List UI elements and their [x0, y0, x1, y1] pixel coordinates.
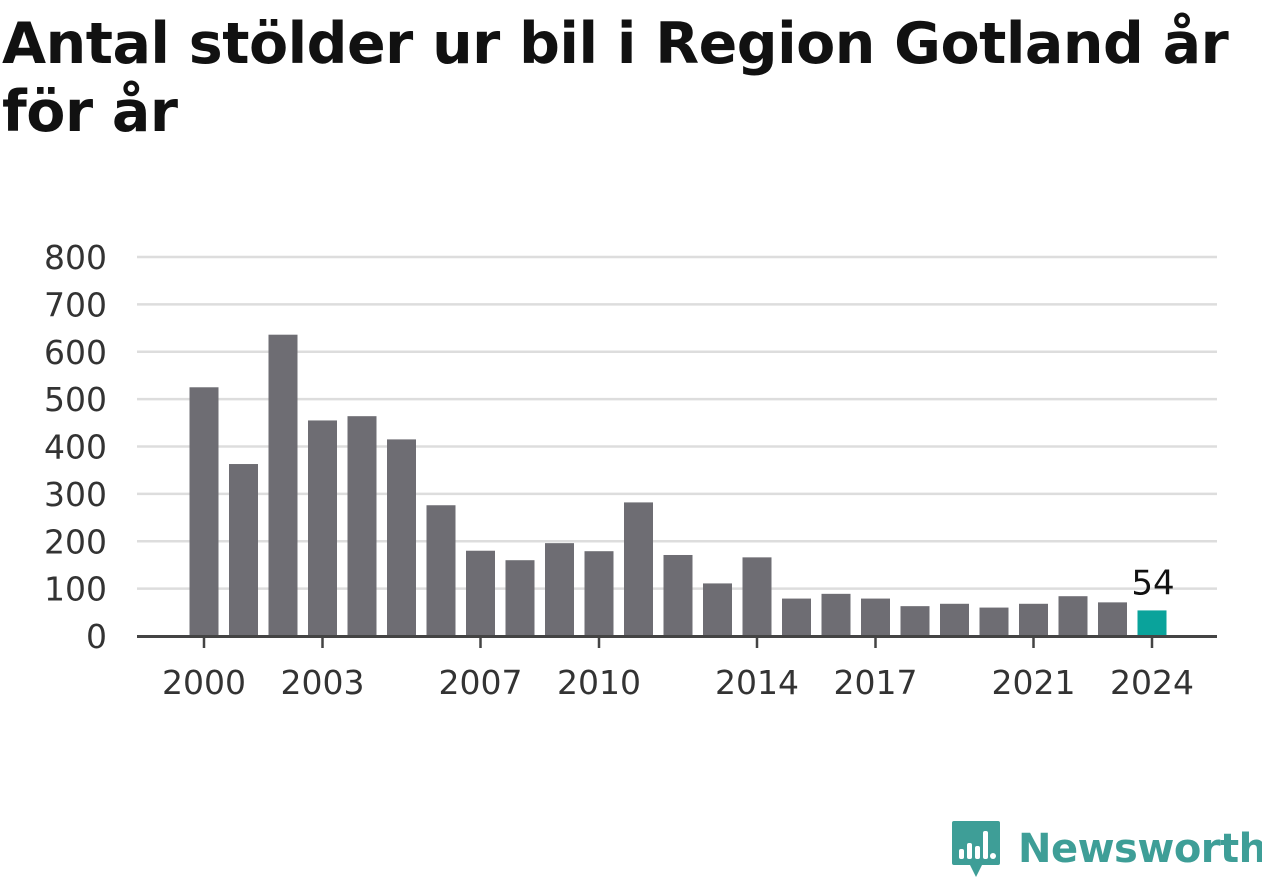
bar-2023	[1098, 602, 1127, 636]
y-tick-label-500: 500	[44, 380, 107, 419]
x-axis-ticks: 2000 2003 2007 2010 2014 2017 2021 2024	[162, 636, 1194, 702]
bar-2012	[663, 554, 693, 636]
y-tick-label-400: 400	[44, 428, 107, 467]
bar-2014	[742, 557, 772, 636]
x-tick-label-2017: 2017	[834, 663, 918, 702]
bar-2000	[189, 387, 219, 636]
y-tick-label-200: 200	[44, 522, 107, 561]
bar-2024	[1137, 610, 1167, 636]
bar-2011	[624, 502, 653, 636]
data-label-2024: 54	[1131, 563, 1174, 603]
bar-2022	[1058, 596, 1088, 636]
x-tick-label-2014: 2014	[715, 663, 799, 702]
newsworthy-chart-bubble-icon	[952, 821, 1000, 877]
bar-2016	[821, 593, 851, 636]
y-tick-label-300: 300	[44, 475, 107, 514]
x-tick-label-2021: 2021	[992, 663, 1076, 702]
y-tick-label-100: 100	[44, 570, 107, 609]
x-tick-label-2007: 2007	[439, 663, 523, 702]
y-tick-label-800: 800	[44, 238, 107, 277]
bar-2002	[268, 334, 298, 636]
bar-2003	[308, 420, 337, 636]
bar-2017	[861, 598, 890, 636]
brand-logo: Newsworthy	[950, 818, 1262, 880]
bar-2010	[584, 551, 614, 636]
bars	[189, 334, 1167, 636]
bar-2018	[900, 606, 930, 636]
bar-2009	[545, 543, 574, 636]
bar-2015	[782, 598, 811, 636]
x-tick-label-2000: 2000	[162, 663, 246, 702]
y-tick-label-600: 600	[44, 333, 107, 372]
y-tick-label-0: 0	[86, 617, 107, 656]
data-labels: 54	[1131, 563, 1174, 603]
chart-title: Antal stölder ur bil i Region Gotland år…	[2, 11, 1229, 145]
bar-2005	[387, 439, 416, 636]
grid-lines	[137, 255, 1217, 590]
y-axis-ticks: 0 100 200 300 400 500 600 700 800	[44, 238, 107, 656]
x-tick-label-2003: 2003	[281, 663, 365, 702]
x-tick-label-2010: 2010	[557, 663, 641, 702]
bar-2001	[229, 464, 258, 636]
bar-2006	[426, 505, 456, 636]
y-tick-label-700: 700	[44, 285, 107, 324]
brand-name: Newsworthy	[1018, 826, 1262, 872]
bar-2019	[940, 603, 969, 636]
bar-2007	[466, 550, 495, 636]
x-tick-label-2024: 2024	[1110, 663, 1194, 702]
bar-2021	[1019, 603, 1048, 636]
bar-2020	[979, 607, 1009, 636]
bar-2008	[505, 560, 535, 636]
bar-2013	[703, 583, 732, 636]
bar-2004	[347, 416, 377, 636]
